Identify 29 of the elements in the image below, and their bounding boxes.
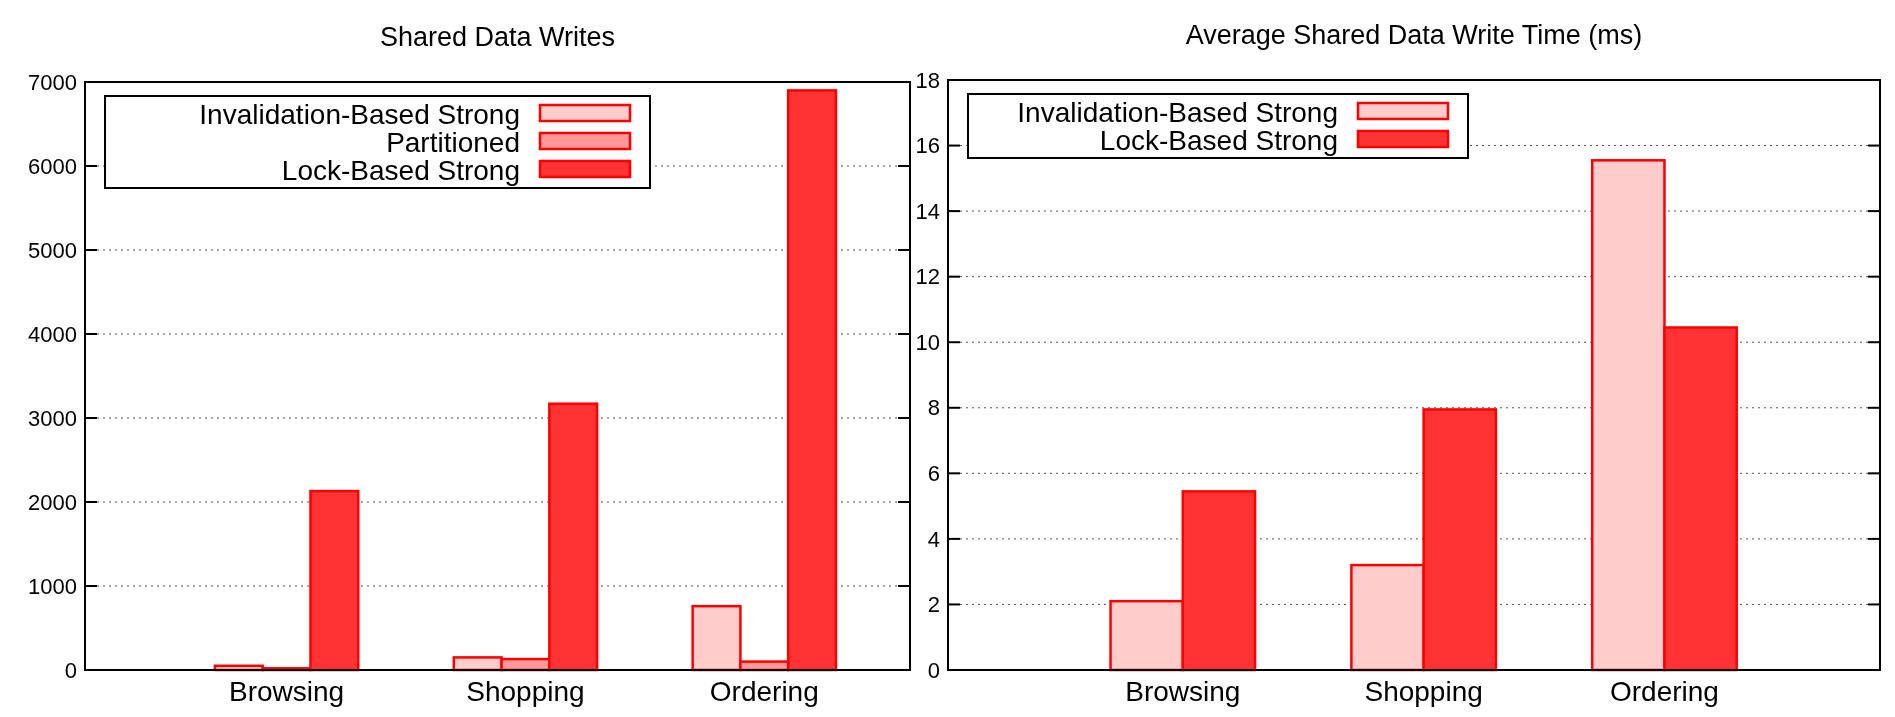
x-tick-label: Ordering xyxy=(1609,676,1719,707)
y-tick-label: 10 xyxy=(915,329,940,355)
x-tick-label: Shopping xyxy=(466,676,585,707)
y-tick-label: 14 xyxy=(915,198,940,224)
y-tick-label: 3000 xyxy=(28,405,77,431)
x-tick-label: Ordering xyxy=(709,676,819,707)
y-tick-label: 0 xyxy=(64,657,77,683)
y-tick-label: 7000 xyxy=(28,69,77,95)
y-tick-label: 5000 xyxy=(28,237,77,263)
y-tick-label: 4 xyxy=(927,526,940,552)
y-tick-label: 2 xyxy=(927,592,940,618)
y-tick-label: 1000 xyxy=(28,573,77,599)
y-tick-label: 6000 xyxy=(28,153,77,179)
chart-title: Shared Data Writes xyxy=(379,22,616,52)
legend-label: Lock-Based Strong xyxy=(281,154,520,186)
legend-label: Invalidation-Based Strong xyxy=(199,98,520,130)
y-tick-label: 18 xyxy=(915,67,940,93)
y-tick-label: 16 xyxy=(915,133,940,159)
y-tick-label: 6 xyxy=(927,461,940,487)
y-tick-label: 8 xyxy=(927,395,940,421)
chart-title: Average Shared Data Write Time (ms) xyxy=(1185,20,1643,50)
y-tick-label: 4000 xyxy=(28,321,77,347)
y-tick-label: 0 xyxy=(927,657,940,683)
y-tick-label: 2000 xyxy=(28,489,77,515)
x-tick-label: Browsing xyxy=(1125,676,1241,707)
x-tick-label: Browsing xyxy=(229,676,345,707)
x-tick-label: Shopping xyxy=(1364,676,1483,707)
legend-label: Invalidation-Based Strong xyxy=(1017,96,1338,128)
y-tick-label: 12 xyxy=(915,264,940,290)
